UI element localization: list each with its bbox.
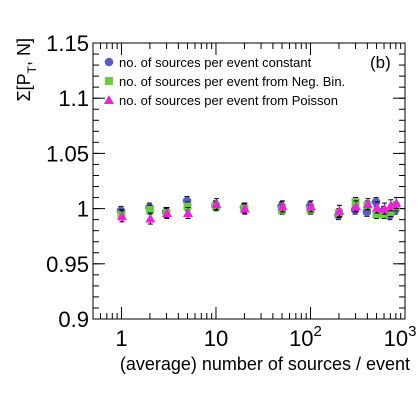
data-point [145, 213, 156, 223]
y-tick-label: 1.05 [46, 141, 89, 166]
plot-frame [92, 42, 406, 320]
legend: no. of sources per event constant no. of … [104, 55, 345, 108]
data-point [351, 201, 362, 211]
data-point [211, 199, 222, 209]
data-point [372, 210, 381, 219]
data-point [305, 201, 316, 211]
y-tick-label: 1.1 [58, 86, 89, 111]
data-point [386, 207, 395, 216]
panel-tag: (b) [370, 53, 391, 72]
y-axis-label-rest: , N] [14, 38, 34, 66]
data-series [116, 195, 402, 225]
y-axis-label: Σ[PT, N] [14, 38, 39, 102]
y-tick-label: 0.9 [58, 307, 89, 332]
data-point [379, 203, 390, 213]
data-point [162, 208, 173, 218]
data-point [183, 202, 192, 211]
x-tick-label: 10 [204, 326, 228, 351]
data-point [372, 202, 383, 212]
x-tick-label: 102 [289, 323, 322, 351]
data-point [116, 211, 127, 221]
legend-marker-circle [104, 57, 114, 67]
data-point [277, 201, 288, 211]
data-point [145, 205, 154, 214]
x-tick-label: 1 [115, 326, 127, 351]
legend-marker-square [105, 77, 113, 85]
legend-label: no. of sources per event from Poisson [119, 93, 338, 108]
data-point [362, 199, 373, 209]
legend-label: no. of sources per event from Neg. Bin. [119, 74, 345, 89]
data-point [391, 198, 402, 208]
svg-text:Σ[PT, N]: Σ[PT, N] [14, 38, 39, 102]
data-point [334, 205, 345, 215]
data-point [239, 203, 250, 213]
data-point [183, 208, 194, 218]
y-axis-label-subscript: T [25, 65, 39, 73]
legend-marker-triangle [104, 95, 114, 104]
series-triangle [116, 197, 402, 225]
y-axis-label-main: Σ[P [14, 73, 34, 101]
x-tick-labels: 1 10 102 103 [115, 323, 416, 351]
y-tick-label: 1 [77, 197, 89, 222]
y-tick-label: 1.15 [46, 31, 89, 56]
y-tick-labels: 0.9 0.95 1 1.05 1.1 1.15 [46, 31, 89, 332]
legend-label: no. of sources per event constant [119, 55, 312, 70]
y-tick-label: 0.95 [46, 252, 89, 277]
x-axis-label: (average) number of sources / event [120, 354, 410, 374]
x-tick-label: 103 [384, 323, 417, 351]
